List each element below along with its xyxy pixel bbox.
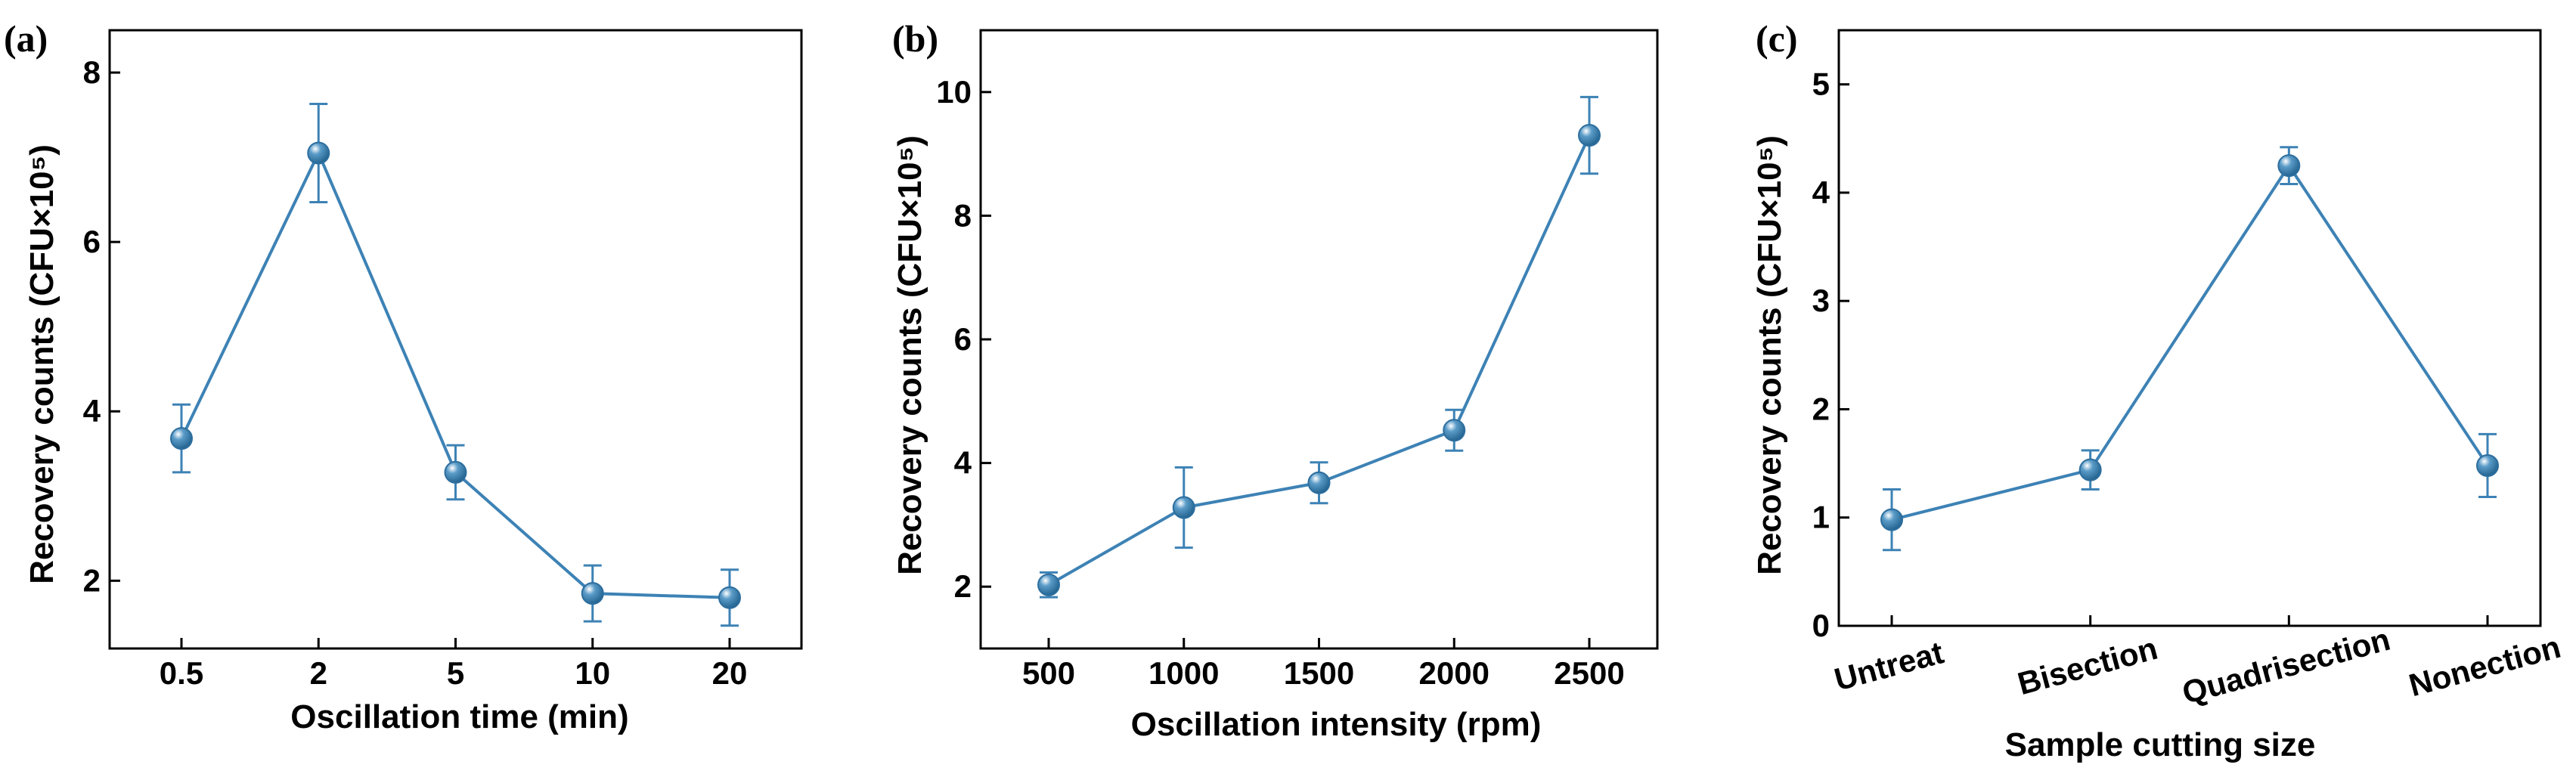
- y-tick-label: 0: [1812, 608, 1830, 643]
- panel-c-xlabel: Sample cutting size: [2005, 726, 2316, 763]
- panel-b-marks: [1037, 95, 1601, 599]
- x-tick-label: 0.5: [160, 655, 203, 691]
- y-tick-label: 10: [936, 74, 972, 110]
- data-point: [581, 582, 604, 605]
- y-tick-label: 3: [1812, 283, 1830, 318]
- data-point: [1578, 124, 1601, 147]
- series-line: [1048, 135, 1591, 587]
- y-tick-label: 8: [83, 54, 101, 90]
- panel-c-marks: [1880, 146, 2499, 552]
- x-tick-label: Untreat: [1830, 634, 1947, 697]
- y-tick-label: 8: [954, 197, 972, 233]
- x-tick-label: 2000: [1419, 655, 1489, 691]
- x-tick-label: 1000: [1149, 655, 1219, 691]
- panel-a-letter: (a): [4, 17, 48, 60]
- panel-a-marks: [170, 102, 741, 627]
- data-point: [170, 427, 193, 450]
- data-point: [1307, 471, 1331, 494]
- panel-b: (b) 2 4 6 8 10 500 1000 1500 2000 2500 Oscillatio…: [891, 17, 1659, 743]
- panel-b-letter: (b): [892, 17, 938, 60]
- data-point: [2476, 453, 2499, 477]
- panel-b-ylabel: Recovery counts (CFU×10⁵): [891, 135, 928, 575]
- y-tick-label: 6: [83, 224, 101, 259]
- panel-c: (c) 0 1 2 3 4 5 Untreat Bisection Quadrisection N…: [1751, 17, 2564, 763]
- data-point: [1037, 573, 1060, 596]
- y-tick-label: 4: [1812, 175, 1830, 210]
- data-point: [1172, 496, 1195, 519]
- plot-frame: [108, 29, 803, 650]
- x-tick-label: 2: [310, 655, 327, 691]
- panel-a-ylabel: Recovery counts (CFU×10⁵): [23, 144, 60, 584]
- panel-b-axes: [979, 29, 1659, 650]
- x-tick-label: 1500: [1284, 655, 1354, 691]
- panel-c-ylabel: Recovery counts (CFU×10⁵): [1751, 135, 1788, 575]
- panel-c-labels: 0 1 2 3 4 5 Untreat Bisection Quadrisection Nonec…: [1812, 67, 2565, 711]
- plot-frame: [1837, 29, 2542, 627]
- y-tick-label: 5: [1812, 67, 1830, 102]
- panel-a-xlabel: Oscillation time (min): [290, 698, 628, 735]
- panel-b-xlabel: Oscillation intensity (rpm): [1131, 706, 1542, 743]
- panel-c-axes: [1837, 29, 2542, 627]
- x-tick-label: 20: [712, 655, 748, 691]
- y-tick-label: 2: [954, 568, 972, 604]
- data-point: [1880, 508, 1903, 531]
- x-tick-label: 500: [1022, 655, 1075, 691]
- panel-a: (a) 2 4 6 8 0.5 2 5 10 20 Oscillation time (min)…: [4, 17, 803, 735]
- panel-c-letter: (c): [1756, 17, 1798, 60]
- y-tick-label: 2: [1812, 391, 1830, 426]
- panel-a-axes: [108, 29, 803, 650]
- series-line: [1891, 162, 2489, 522]
- x-tick-label: Nonection: [2405, 629, 2564, 704]
- y-tick-label: 2: [83, 562, 101, 598]
- data-point: [2078, 458, 2102, 481]
- x-tick-label: Bisection: [2014, 630, 2162, 701]
- series-line: [180, 149, 730, 599]
- plot-frame: [979, 29, 1659, 650]
- x-tick-label: 5: [447, 655, 464, 691]
- panel-a-labels: 2 4 6 8 0.5 2 5 10 20: [83, 54, 748, 691]
- data-point: [1443, 419, 1466, 442]
- y-tick-label: 4: [954, 445, 972, 481]
- y-tick-label: 4: [83, 393, 101, 429]
- x-tick-label: 10: [575, 655, 610, 691]
- y-tick-label: 6: [954, 321, 972, 357]
- data-point: [718, 586, 741, 609]
- data-point: [2277, 154, 2301, 178]
- x-tick-label: 2500: [1554, 655, 1624, 691]
- panel-b-labels: 2 4 6 8 10 500 1000 1500 2000 2500: [936, 74, 1624, 691]
- data-point: [444, 460, 467, 484]
- x-tick-label: Quadrisection: [2178, 621, 2394, 710]
- y-tick-label: 1: [1812, 500, 1830, 535]
- data-point: [307, 141, 330, 165]
